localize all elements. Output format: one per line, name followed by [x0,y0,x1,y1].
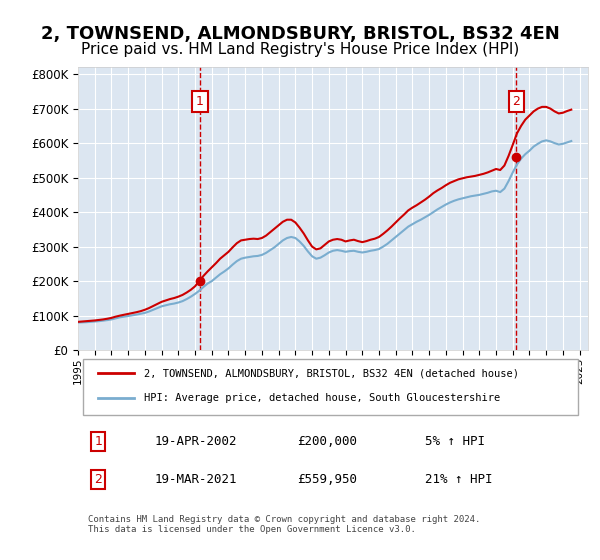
Text: HPI: Average price, detached house, South Gloucestershire: HPI: Average price, detached house, Sout… [145,393,500,403]
Text: 5% ↑ HPI: 5% ↑ HPI [425,435,485,447]
Text: Contains HM Land Registry data © Crown copyright and database right 2024.
This d: Contains HM Land Registry data © Crown c… [88,515,481,534]
Text: 2: 2 [512,95,520,108]
Text: £559,950: £559,950 [297,473,357,486]
Text: 1: 1 [196,95,204,108]
Text: 19-APR-2002: 19-APR-2002 [155,435,237,447]
Text: £200,000: £200,000 [297,435,357,447]
Text: Price paid vs. HM Land Registry's House Price Index (HPI): Price paid vs. HM Land Registry's House … [81,42,519,57]
Text: 2, TOWNSEND, ALMONDSBURY, BRISTOL, BS32 4EN (detached house): 2, TOWNSEND, ALMONDSBURY, BRISTOL, BS32 … [145,368,519,378]
Text: 2: 2 [94,473,103,486]
FancyBboxPatch shape [83,359,578,415]
Text: 2, TOWNSEND, ALMONDSBURY, BRISTOL, BS32 4EN: 2, TOWNSEND, ALMONDSBURY, BRISTOL, BS32 … [41,25,559,43]
Text: 19-MAR-2021: 19-MAR-2021 [155,473,237,486]
Text: 1: 1 [94,435,103,447]
Text: 21% ↑ HPI: 21% ↑ HPI [425,473,493,486]
